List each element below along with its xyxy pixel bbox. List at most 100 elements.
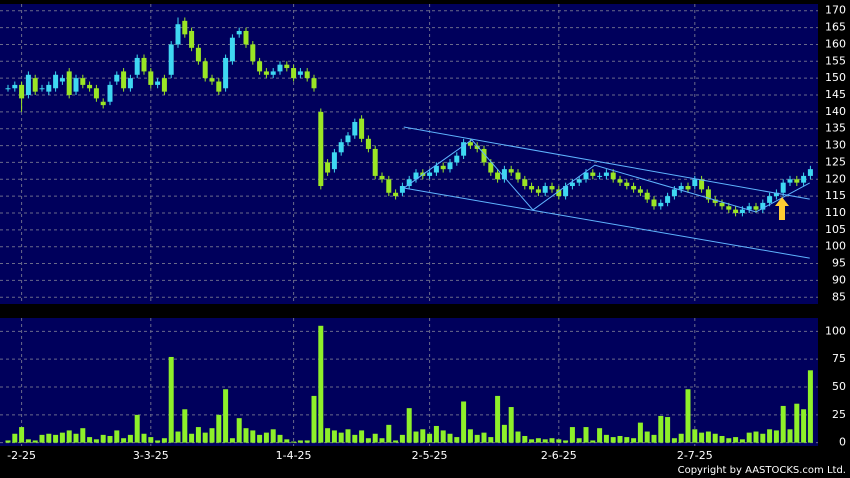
candle-body (637, 189, 643, 193)
volume-bar (311, 395, 317, 443)
candle-body (161, 78, 167, 92)
volume-bar (726, 438, 732, 443)
volume-bar (209, 428, 215, 443)
candle-body (549, 186, 555, 190)
price-panel (0, 4, 818, 304)
candle-body (223, 57, 229, 89)
candle-body (168, 44, 174, 75)
candle-body (807, 169, 813, 176)
candle-body (66, 71, 72, 96)
signal-arrow (775, 197, 789, 220)
volume-bar (127, 434, 133, 443)
volume-bar (447, 433, 453, 443)
candle-body (318, 111, 324, 187)
candle-body (787, 179, 793, 183)
volume-bar (121, 438, 127, 443)
volume-bar (576, 438, 582, 443)
volume-bar (508, 407, 514, 443)
volume-bar (134, 414, 140, 443)
candle-body (454, 155, 460, 163)
volume-bar (624, 437, 630, 443)
y-tick-label: 150 (825, 71, 846, 84)
volume-bar (787, 429, 793, 443)
candle-body (359, 118, 365, 139)
volume-bar (488, 437, 494, 443)
candle-body (100, 101, 106, 106)
volume-bar (284, 439, 290, 443)
candle-body (175, 24, 181, 45)
volume-bar (746, 432, 752, 443)
volume-tick-label: 75 (832, 352, 846, 365)
candle-body (297, 71, 303, 75)
candle-body (760, 202, 766, 210)
candle-body (325, 162, 331, 173)
candle-body (624, 182, 630, 187)
volume-bar (39, 434, 45, 443)
volume-bar (365, 438, 371, 443)
volume-bar (760, 433, 766, 443)
candle-body (345, 135, 351, 143)
candle-body (107, 84, 113, 102)
volume-bar (359, 430, 365, 443)
volume-bar (297, 440, 303, 443)
volume-bar (807, 370, 813, 443)
volume-bar (427, 433, 433, 443)
volume-bar (556, 439, 562, 443)
volume-bar (549, 438, 555, 443)
trend-line (403, 126, 810, 200)
volume-bar (168, 356, 174, 443)
volume-bar (87, 437, 93, 443)
candle-body (59, 78, 65, 82)
volume-bar (5, 440, 11, 443)
candle-body (576, 179, 582, 183)
candle-body (73, 78, 79, 92)
candle-body (141, 57, 147, 72)
volume-bar (236, 418, 242, 443)
volume-bar (216, 414, 222, 443)
candle-body (651, 199, 657, 207)
candle-body (80, 78, 86, 85)
candle-body (87, 84, 93, 89)
volume-bar (257, 434, 263, 443)
volume-bar (223, 389, 229, 443)
volume-bar (304, 440, 310, 443)
candle-body (331, 152, 337, 170)
volume-bar (705, 431, 711, 443)
candle-body (304, 71, 310, 79)
volume-bar (753, 431, 759, 443)
y-tick-label: 145 (825, 88, 846, 101)
candle-body (32, 78, 38, 92)
volume-bar (379, 438, 385, 443)
y-tick-label: 120 (825, 172, 846, 185)
candle-body (202, 61, 208, 79)
y-tick-label: 170 (825, 4, 846, 17)
volume-bar (338, 432, 344, 443)
volume-bar (202, 432, 208, 443)
volume-bar (386, 424, 392, 443)
candle-body (501, 169, 507, 180)
volume-bar (597, 428, 603, 443)
x-tick-label: 2-5-25 (412, 449, 448, 462)
volume-bar (739, 439, 745, 443)
candle-body (182, 20, 188, 35)
copyright: Copyright by AASTOCKS.com Ltd. (678, 465, 846, 476)
volume-bar (93, 439, 99, 443)
volume-bar (794, 403, 800, 443)
candle-body (93, 88, 99, 99)
y-tick-label: 160 (825, 37, 846, 50)
candle-body (780, 182, 786, 193)
candle-body (705, 189, 711, 200)
candle-body (236, 30, 242, 35)
trend-line (403, 187, 810, 259)
candle-body (114, 74, 120, 82)
candle-body (440, 165, 446, 170)
candle-body (12, 84, 18, 89)
volume-bar (773, 430, 779, 443)
y-tick-label: 130 (825, 139, 846, 152)
candle-body (522, 179, 528, 187)
volume-bar (229, 438, 235, 443)
volume-bar (66, 430, 72, 443)
volume-bar (393, 440, 399, 443)
volume-bar (189, 433, 195, 443)
volume-bar (148, 437, 154, 443)
